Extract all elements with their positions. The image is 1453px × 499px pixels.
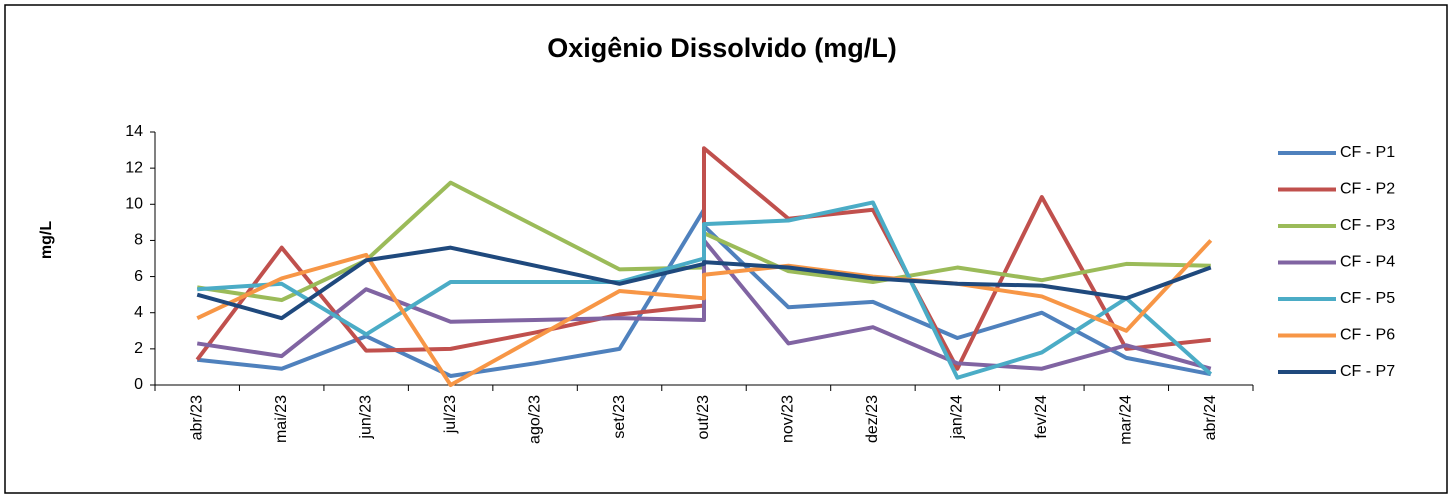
x-tick-label: jan/24	[949, 395, 966, 440]
legend-label: CF - P4	[1340, 254, 1395, 271]
y-tick-label: 6	[134, 268, 143, 285]
x-tick-label: nov/23	[780, 395, 797, 443]
y-tick-label: 4	[134, 304, 143, 321]
y-tick-label: 2	[134, 340, 143, 357]
y-tick-label: 0	[134, 376, 143, 393]
series-line	[197, 200, 1213, 380]
x-tick-label: set/23	[611, 395, 628, 439]
y-tick-label: 10	[125, 196, 143, 213]
legend-label: CF - P5	[1340, 290, 1395, 307]
legend-label: CF - P3	[1340, 217, 1395, 234]
y-axis-label: mg/L	[38, 221, 55, 259]
series-line	[196, 239, 1213, 387]
x-tick-label: jun/23	[357, 395, 374, 440]
y-tick-label: 8	[134, 232, 143, 249]
x-tick-label: ago/23	[526, 395, 543, 444]
y-tick-label: 12	[125, 159, 143, 176]
x-tick-label: jul/23	[442, 395, 459, 434]
legend-label: CF - P1	[1340, 144, 1395, 161]
legend-label: CF - P7	[1340, 363, 1395, 380]
chart-title: Oxigênio Dissolvido (mg/L)	[547, 33, 897, 63]
x-tick-label: out/23	[695, 395, 712, 440]
x-tick-label: mar/24	[1118, 395, 1135, 445]
legend-label: CF - P6	[1340, 327, 1395, 344]
x-tick-label: abr/23	[188, 395, 205, 440]
x-tick-label: mai/23	[273, 395, 290, 443]
x-tick-label: dez/23	[864, 395, 881, 443]
x-tick-label: abr/24	[1202, 395, 1219, 440]
x-tick-label: fev/24	[1033, 395, 1050, 439]
y-tick-label: 14	[125, 123, 143, 140]
series-line	[196, 245, 1212, 321]
legend-label: CF - P2	[1340, 181, 1395, 198]
